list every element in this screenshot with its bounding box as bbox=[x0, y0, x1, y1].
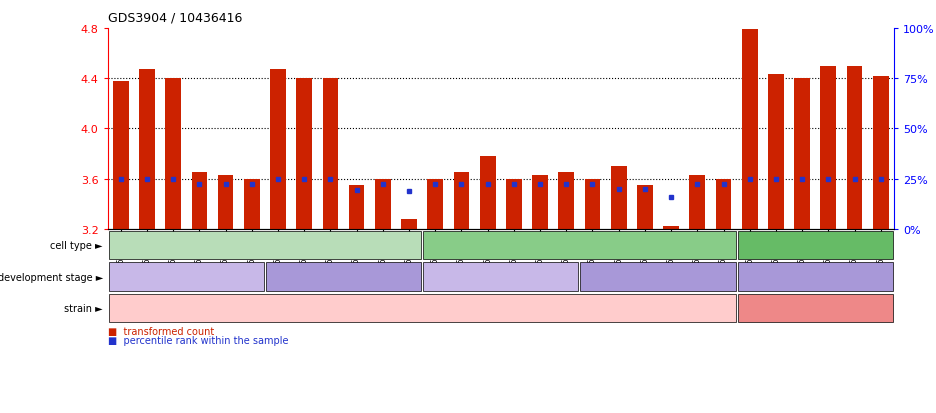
Text: embryonic stem cells: embryonic stem cells bbox=[209, 240, 321, 251]
Text: definitive endoderm: definitive endoderm bbox=[294, 272, 393, 282]
Text: ■  transformed count: ■ transformed count bbox=[108, 326, 214, 336]
Bar bbox=[873, 76, 888, 229]
Text: undifferentiated: undifferentiated bbox=[147, 272, 226, 282]
Text: GDS3904 / 10436416: GDS3904 / 10436416 bbox=[108, 12, 242, 25]
Bar bbox=[847, 66, 862, 229]
Text: cell type ►: cell type ► bbox=[51, 240, 103, 251]
Bar bbox=[454, 173, 469, 229]
Bar bbox=[664, 227, 679, 229]
Bar bbox=[192, 173, 207, 229]
Text: E8.25 mouse embryo: E8.25 mouse embryo bbox=[760, 240, 870, 251]
Bar bbox=[821, 66, 836, 229]
Bar bbox=[323, 79, 338, 229]
Bar bbox=[166, 79, 181, 229]
Bar bbox=[742, 30, 757, 229]
Text: undifferentiated: undifferentiated bbox=[461, 272, 540, 282]
Text: ■  percentile rank within the sample: ■ percentile rank within the sample bbox=[108, 335, 288, 345]
Bar bbox=[402, 219, 417, 229]
Bar bbox=[428, 179, 443, 229]
Bar bbox=[716, 179, 731, 229]
Bar bbox=[690, 176, 705, 229]
Bar bbox=[375, 179, 390, 229]
Bar bbox=[480, 157, 495, 229]
Bar bbox=[271, 70, 285, 229]
Bar bbox=[506, 179, 521, 229]
Text: non-definitive
endoderm: non-definitive endoderm bbox=[782, 266, 849, 288]
Bar bbox=[218, 176, 233, 229]
Bar bbox=[297, 79, 312, 229]
Text: development stage ►: development stage ► bbox=[0, 272, 103, 282]
Bar bbox=[637, 185, 652, 229]
Bar bbox=[611, 166, 626, 229]
Bar bbox=[349, 185, 364, 229]
Text: C57BL/6x129SvJae: C57BL/6x129SvJae bbox=[373, 303, 471, 313]
Bar bbox=[533, 176, 548, 229]
Bar bbox=[113, 81, 128, 229]
Bar bbox=[139, 70, 154, 229]
Bar bbox=[768, 75, 783, 229]
Bar bbox=[795, 79, 810, 229]
Text: strain ►: strain ► bbox=[65, 303, 103, 313]
Bar bbox=[559, 173, 574, 229]
Text: definitive endoderm: definitive endoderm bbox=[608, 272, 708, 282]
Bar bbox=[585, 179, 600, 229]
Text: induced pluripotent stem cells: induced pluripotent stem cells bbox=[500, 240, 659, 251]
Text: Swiss webster: Swiss webster bbox=[778, 303, 853, 313]
Bar bbox=[244, 179, 259, 229]
